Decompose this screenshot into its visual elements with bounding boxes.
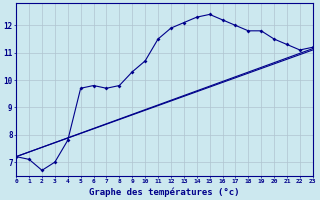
X-axis label: Graphe des températures (°c): Graphe des températures (°c): [89, 187, 240, 197]
